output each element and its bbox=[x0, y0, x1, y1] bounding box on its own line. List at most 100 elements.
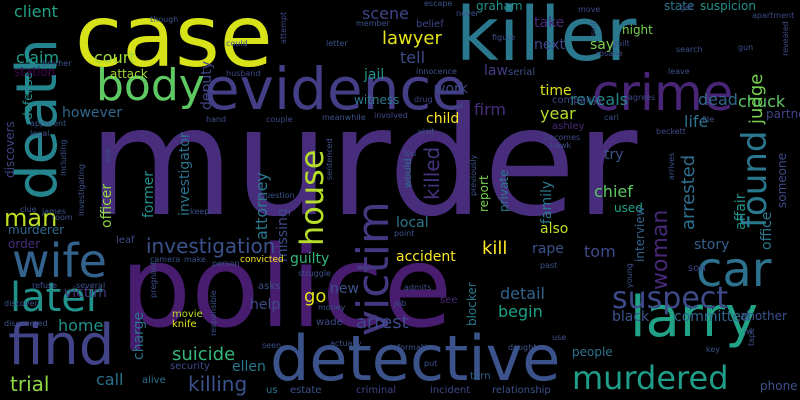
word-suit: suit bbox=[589, 21, 598, 36]
word-woman: woman bbox=[648, 209, 673, 290]
word-private: private bbox=[497, 169, 511, 212]
word-story: story bbox=[694, 237, 730, 253]
word-graham: graham bbox=[476, 0, 523, 13]
word-figure: figure bbox=[492, 33, 516, 42]
word-someone: someone bbox=[775, 153, 789, 208]
word-officer: officer bbox=[99, 183, 115, 228]
word-murderer: murderer bbox=[8, 223, 65, 237]
word-suicide: suicide bbox=[172, 344, 236, 365]
word-estate: estate bbox=[290, 385, 322, 396]
word-apartment: apartment bbox=[752, 11, 795, 20]
word-husband: husband bbox=[226, 69, 261, 78]
word-order: order bbox=[8, 237, 40, 251]
word-though: though bbox=[150, 15, 179, 24]
word-security: security bbox=[170, 361, 210, 372]
word-suspicion: suspicion bbox=[700, 0, 756, 13]
word-key: key bbox=[706, 345, 721, 354]
word-attempt: attempt bbox=[279, 11, 288, 44]
word-see: see bbox=[440, 295, 458, 306]
word-put: put bbox=[424, 359, 438, 368]
word-house: house bbox=[293, 149, 331, 247]
word-wife: wife bbox=[12, 234, 107, 288]
word-leaf: leaf bbox=[116, 235, 135, 246]
word-belief: belief bbox=[416, 19, 444, 30]
word-reveals: reveals bbox=[570, 90, 628, 109]
word-witness: witness bbox=[354, 93, 400, 107]
word-victim-small: victim bbox=[64, 285, 107, 301]
word-actually: actually bbox=[330, 339, 362, 348]
word-attack: attack bbox=[110, 67, 148, 81]
word-carl: carl bbox=[604, 113, 619, 122]
word-local: local bbox=[396, 215, 429, 231]
word-committed: committed bbox=[674, 309, 750, 325]
word-killing: killing bbox=[188, 372, 248, 396]
word-court: court bbox=[94, 48, 136, 67]
word-innocence: innocence bbox=[416, 67, 457, 76]
word-drug: drug bbox=[414, 95, 433, 104]
word-guilt: guilt bbox=[612, 39, 630, 48]
word-member: member bbox=[356, 19, 390, 28]
word-agrees: agrees bbox=[628, 93, 656, 102]
word-home: home bbox=[58, 316, 104, 335]
word-discovers: discovers bbox=[3, 121, 17, 178]
word-serial: serial bbox=[508, 67, 536, 78]
word-escape: escape bbox=[424, 0, 453, 8]
word-responsible: responsible bbox=[209, 290, 218, 336]
word-use: use bbox=[552, 333, 567, 342]
word-murdered: murdered bbox=[572, 359, 729, 397]
word-begin: begin bbox=[498, 302, 543, 321]
word-us: us bbox=[266, 385, 278, 396]
word-would: would bbox=[403, 158, 414, 188]
word-jw: jw bbox=[744, 327, 753, 336]
word-case: case bbox=[75, 0, 273, 87]
word-could: could bbox=[226, 39, 248, 48]
word-missing: missing bbox=[275, 208, 291, 262]
word-arrested: arrested bbox=[678, 154, 699, 230]
word-man: man bbox=[4, 204, 58, 232]
word-search: search bbox=[676, 45, 703, 54]
word-incident: incident bbox=[430, 385, 471, 396]
word-jail: jail bbox=[364, 67, 385, 83]
word-kill: kill bbox=[482, 238, 508, 259]
word-investigator: investigator bbox=[177, 132, 193, 216]
word-letter: letter bbox=[326, 39, 348, 48]
word-past: past bbox=[540, 261, 558, 270]
word-wade: wade bbox=[316, 317, 343, 328]
word-black: black bbox=[612, 309, 650, 325]
word-also: also bbox=[540, 221, 569, 237]
word-go: go bbox=[304, 286, 327, 307]
word-guilty: guilty bbox=[290, 251, 330, 267]
word-rape: rape bbox=[532, 241, 564, 257]
word-convicted: convicted bbox=[240, 255, 284, 265]
word-murder: murder bbox=[88, 76, 638, 250]
word-discovered: discovered bbox=[4, 319, 48, 328]
word-larry: larry bbox=[630, 285, 759, 350]
word-evidence: evidence bbox=[204, 55, 467, 123]
word-get: get bbox=[680, 3, 694, 12]
word-firm: firm bbox=[474, 100, 506, 119]
word-young: young bbox=[625, 263, 634, 288]
word-turn: turn bbox=[470, 371, 491, 382]
word-room: room bbox=[52, 213, 73, 222]
word-child: child bbox=[426, 111, 460, 127]
word-revealed: revealed bbox=[781, 21, 790, 56]
word-say: say bbox=[590, 37, 615, 53]
word-ellen: ellen bbox=[232, 359, 266, 375]
word-body: body bbox=[96, 60, 205, 111]
word-family: family bbox=[539, 180, 555, 224]
word-asks: asks bbox=[258, 281, 281, 292]
word-ashley: ashley bbox=[552, 121, 585, 132]
word-couple: couple bbox=[266, 115, 293, 124]
word-next: next bbox=[534, 37, 566, 53]
word-find: find bbox=[8, 313, 115, 378]
word-work: work bbox=[434, 81, 468, 97]
word-knife: knife bbox=[172, 319, 197, 330]
word-never: never bbox=[456, 9, 479, 18]
word-sex: sex bbox=[103, 148, 112, 162]
word-refuse: refuse bbox=[32, 281, 58, 290]
word-admits: admits bbox=[404, 283, 432, 292]
word-killed: killed bbox=[420, 146, 444, 200]
word-try: try bbox=[604, 147, 624, 163]
word-defense: defense bbox=[21, 72, 35, 120]
word-client: client bbox=[14, 2, 58, 21]
